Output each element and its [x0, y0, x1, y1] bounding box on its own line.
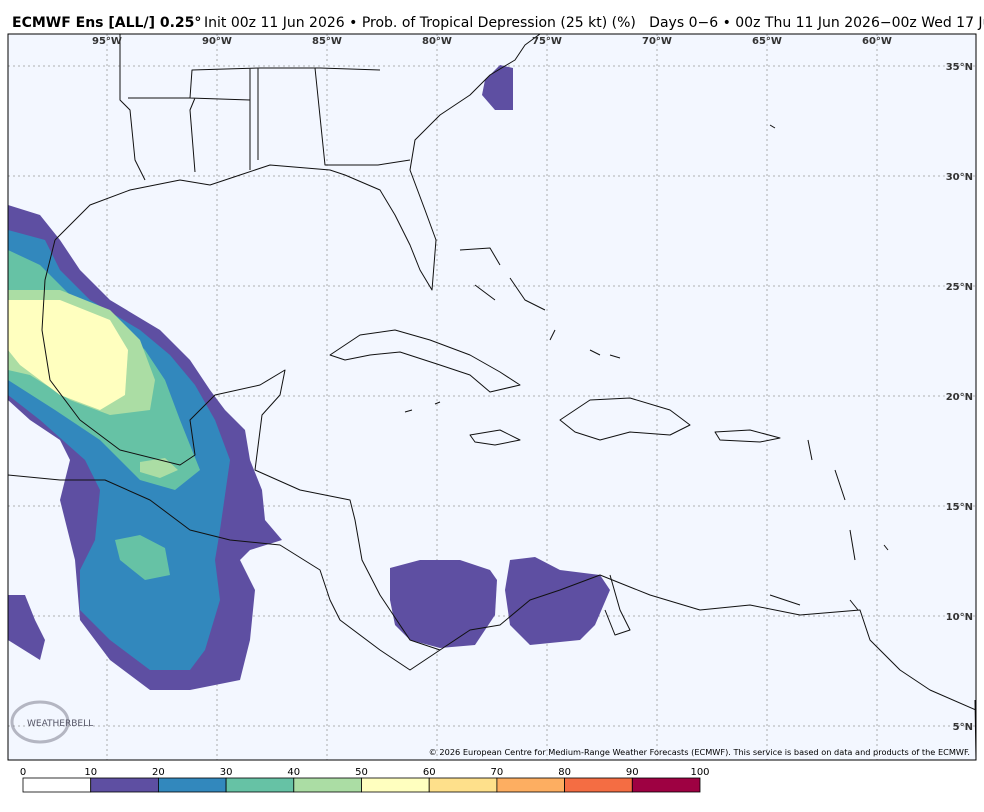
- lat-label: 10°N: [946, 612, 973, 623]
- logo: WEATHERBELL: [10, 700, 93, 744]
- colorbar-label: 0: [20, 767, 26, 778]
- lat-label: 25°N: [946, 282, 973, 293]
- colorbar-label: 100: [690, 767, 709, 778]
- colorbar-label: 10: [84, 767, 97, 778]
- colorbar: 0 10 20 30 40 50 60 70 80 90 100: [20, 767, 710, 793]
- colorbar-bin: [22, 777, 92, 793]
- title: Init 00z 11 Jun 2026 • Prob. of Tropical…: [204, 15, 984, 31]
- colorbar-bin: [90, 777, 159, 793]
- colorbar-label: 70: [491, 767, 504, 778]
- lon-label: 60°W: [862, 36, 892, 47]
- lat-label: 15°N: [946, 502, 973, 513]
- colorbar-label: 40: [287, 767, 300, 778]
- colorbar-bin: [564, 777, 633, 793]
- probability-field: [8, 65, 610, 690]
- lat-label: 5°N: [953, 722, 973, 733]
- colorbar-bin: [293, 777, 362, 793]
- lat-label: 20°N: [946, 392, 973, 403]
- copyright: © 2026 European Centre for Medium-Range …: [429, 747, 970, 757]
- colorbar-bin: [225, 777, 295, 793]
- lon-label: 85°W: [312, 36, 342, 47]
- lon-label: 75°W: [532, 36, 562, 47]
- lon-label: 90°W: [202, 36, 232, 47]
- lon-label: 70°W: [642, 36, 672, 47]
- logo-text: WEATHERBELL: [27, 719, 93, 729]
- colorbar-label: 60: [423, 767, 436, 778]
- lat-label: 30°N: [946, 172, 973, 183]
- colorbar-bin: [157, 777, 227, 793]
- lon-label: 95°W: [92, 36, 122, 47]
- colorbar-label: 30: [220, 767, 233, 778]
- colorbar-bin: [428, 777, 498, 793]
- colorbar-label: 20: [152, 767, 165, 778]
- colorbar-bin: [496, 777, 565, 793]
- colorbar-bin: [631, 777, 701, 793]
- colorbar-label: 50: [355, 767, 368, 778]
- lat-label: 35°N: [946, 62, 973, 73]
- lon-label: 65°W: [752, 36, 782, 47]
- colorbar-label: 80: [558, 767, 571, 778]
- map-frame: [7, 33, 977, 761]
- coastlines: [8, 34, 976, 760]
- lon-label: 80°W: [422, 36, 452, 47]
- colorbar-bin: [361, 777, 430, 793]
- title-bold: ECMWF Ens [ALL/] 0.25°: [12, 15, 201, 31]
- colorbar-label: 90: [626, 767, 639, 778]
